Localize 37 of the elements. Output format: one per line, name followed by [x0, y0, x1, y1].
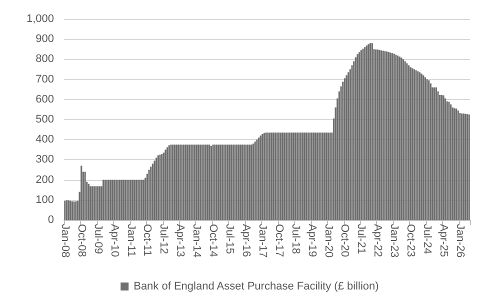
- x-tick-label: Apr-16: [240, 224, 252, 258]
- y-tick-label: 200: [36, 174, 54, 186]
- x-tick-label: Jul-24: [421, 224, 434, 254]
- x-tick-label: Jul-09: [92, 224, 104, 254]
- x-tick-label: Oct-23: [404, 224, 417, 258]
- x-tick-label: Apr-10: [108, 224, 120, 258]
- x-tick-label: Jul-15: [224, 224, 236, 254]
- x-tick-label: Jul-21: [355, 224, 368, 254]
- x-tick-label: Jan-17: [256, 224, 268, 258]
- x-tick-label: Apr-19: [306, 224, 318, 258]
- y-tick-label: 800: [36, 53, 54, 66]
- y-tick-label: 400: [36, 134, 54, 146]
- y-tick-label: 100: [36, 194, 54, 206]
- x-tick-label: Jan-11: [124, 224, 137, 257]
- y-tick-label: 700: [36, 73, 54, 86]
- x-tick-label: Jan-14: [190, 224, 203, 258]
- x-tick-label: Apr-25: [437, 224, 450, 258]
- x-tick-label: Oct-14: [207, 224, 220, 258]
- legend-label: Bank of England Asset Purchase Facility (£ billion): [134, 280, 379, 292]
- x-tick-label: Oct-20: [338, 224, 351, 258]
- x-tick-label: Apr-22: [372, 224, 384, 258]
- x-tick-label: Jan-20: [322, 224, 334, 258]
- x-tick-label: Jan-08: [58, 224, 71, 258]
- x-tick-label: Jul-12: [158, 224, 170, 254]
- y-tick-label: 500: [36, 114, 54, 126]
- y-tick-label: 300: [36, 154, 54, 166]
- y-tick-label: 600: [36, 93, 54, 106]
- x-tick-label: Jan-23: [388, 224, 400, 258]
- x-tick-label: Oct-17: [272, 224, 285, 258]
- y-tick-label: 0: [48, 214, 54, 226]
- x-tick-label: Jul-18: [289, 224, 302, 254]
- y-tick-label: 1,000: [26, 13, 54, 25]
- x-tick-label: Oct-08: [75, 224, 88, 258]
- x-tick-label: Jan-26: [454, 224, 466, 258]
- x-tick-label: Apr-13: [174, 224, 186, 258]
- y-tick-label: 900: [36, 33, 54, 46]
- x-tick-label: Oct-11: [141, 224, 154, 256]
